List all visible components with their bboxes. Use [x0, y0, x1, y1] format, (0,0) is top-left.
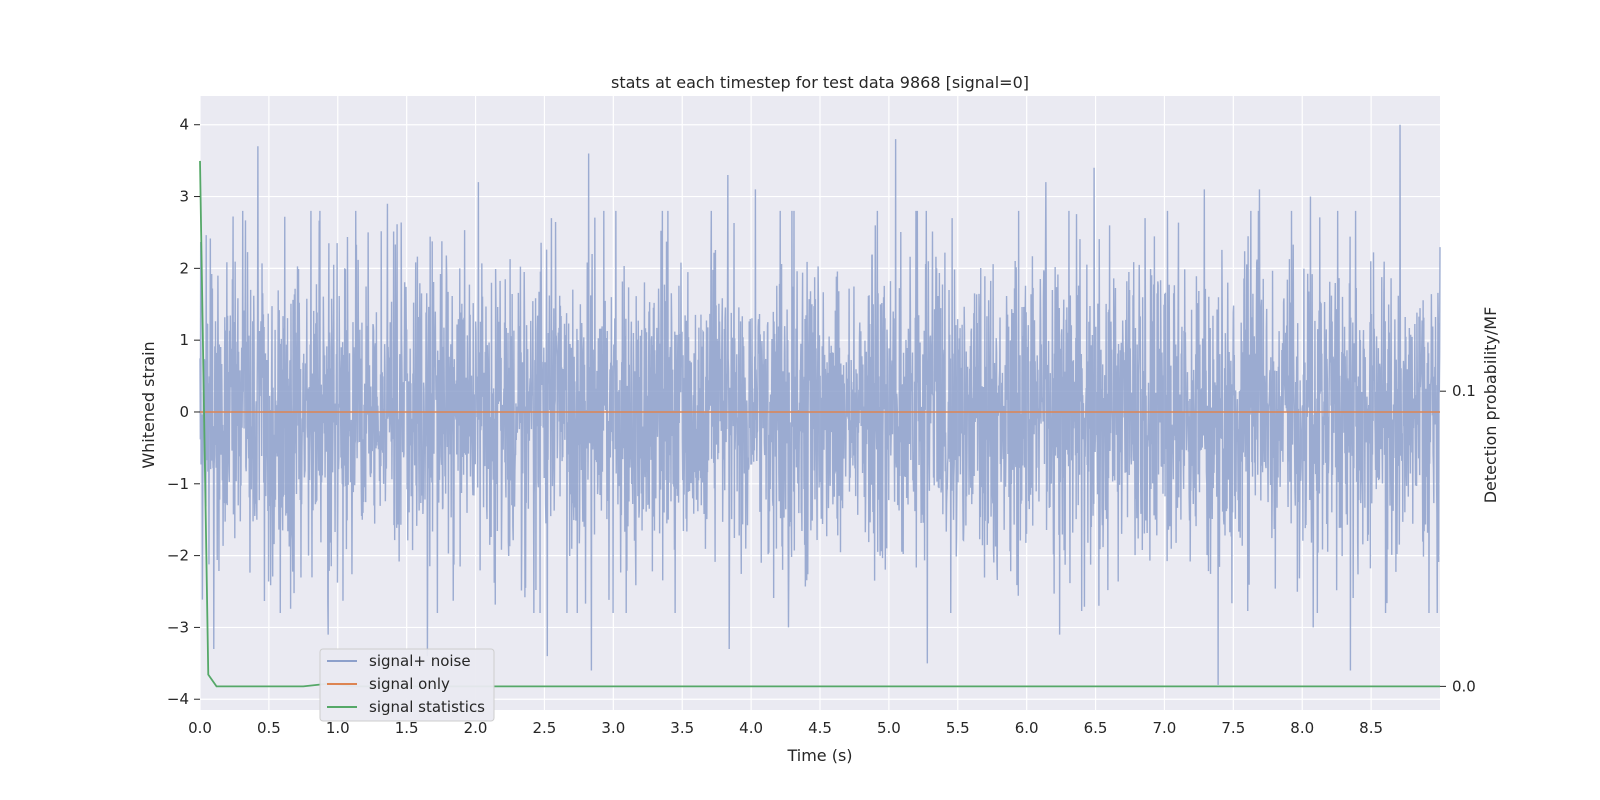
x-tick-label: 4.5: [808, 719, 832, 737]
x-tick-label: 0.5: [257, 719, 281, 737]
y-axis-label: Whitened strain: [139, 341, 158, 468]
y-tick-label: 3: [179, 188, 189, 206]
y-tick-label: 2: [179, 259, 189, 277]
x-tick-label: 1.5: [395, 719, 419, 737]
series-line-signal-noise: [199, 124, 1441, 685]
x-tick-label: 6.5: [1084, 719, 1108, 737]
y2-tick-label: 0.1: [1452, 382, 1476, 400]
x-tick-label: 5.5: [946, 719, 970, 737]
x-tick-label: 3.5: [670, 719, 694, 737]
x-tick-label: 7.5: [1221, 719, 1245, 737]
x-tick-label: 4.0: [739, 719, 763, 737]
legend-label-signal-only: signal only: [369, 675, 450, 693]
y-axis-ticks: 4 3 2 1 0 −1 −2 −3 −4: [167, 116, 200, 708]
x-tick-label: 3.0: [601, 719, 625, 737]
legend: signal+ noise signal only signal statist…: [319, 648, 495, 722]
y-tick-label: 1: [179, 331, 189, 349]
x-tick-label: 2.0: [464, 719, 488, 737]
y2-axis-label: Detection probability/MF: [1481, 307, 1500, 504]
y2-axis-ticks: 0.1 0.0: [1440, 382, 1476, 695]
x-tick-label: 2.5: [533, 719, 557, 737]
legend-label-signal-statistics: signal statistics: [369, 698, 485, 716]
x-axis-ticks: 0.0 0.5 1.0 1.5 2.0 2.5 3.0 3.5 4.0 4.5 5.0 5.5 6.0 6…: [188, 719, 1383, 737]
y-tick-label: −1: [167, 475, 189, 493]
x-tick-label: 8.0: [1290, 719, 1314, 737]
x-tick-label: 7.0: [1153, 719, 1177, 737]
x-tick-label: 6.0: [1015, 719, 1039, 737]
legend-box: [319, 648, 495, 722]
y2-tick-label: 0.0: [1452, 677, 1476, 695]
y-tick-label: 4: [179, 116, 189, 134]
y-tick-label: −4: [167, 690, 189, 708]
y-tick-label: −2: [167, 547, 189, 565]
x-tick-label: 5.0: [877, 719, 901, 737]
legend-label-signal-noise: signal+ noise: [369, 652, 471, 670]
chart-title: stats at each timestep for test data 986…: [611, 73, 1029, 92]
y-tick-label: 0: [179, 403, 189, 421]
x-tick-label: 0.0: [188, 719, 212, 737]
x-tick-label: 8.5: [1359, 719, 1383, 737]
x-axis-label: Time (s): [786, 746, 852, 765]
x-tick-label: 1.0: [326, 719, 350, 737]
y-tick-label: −3: [167, 618, 189, 636]
